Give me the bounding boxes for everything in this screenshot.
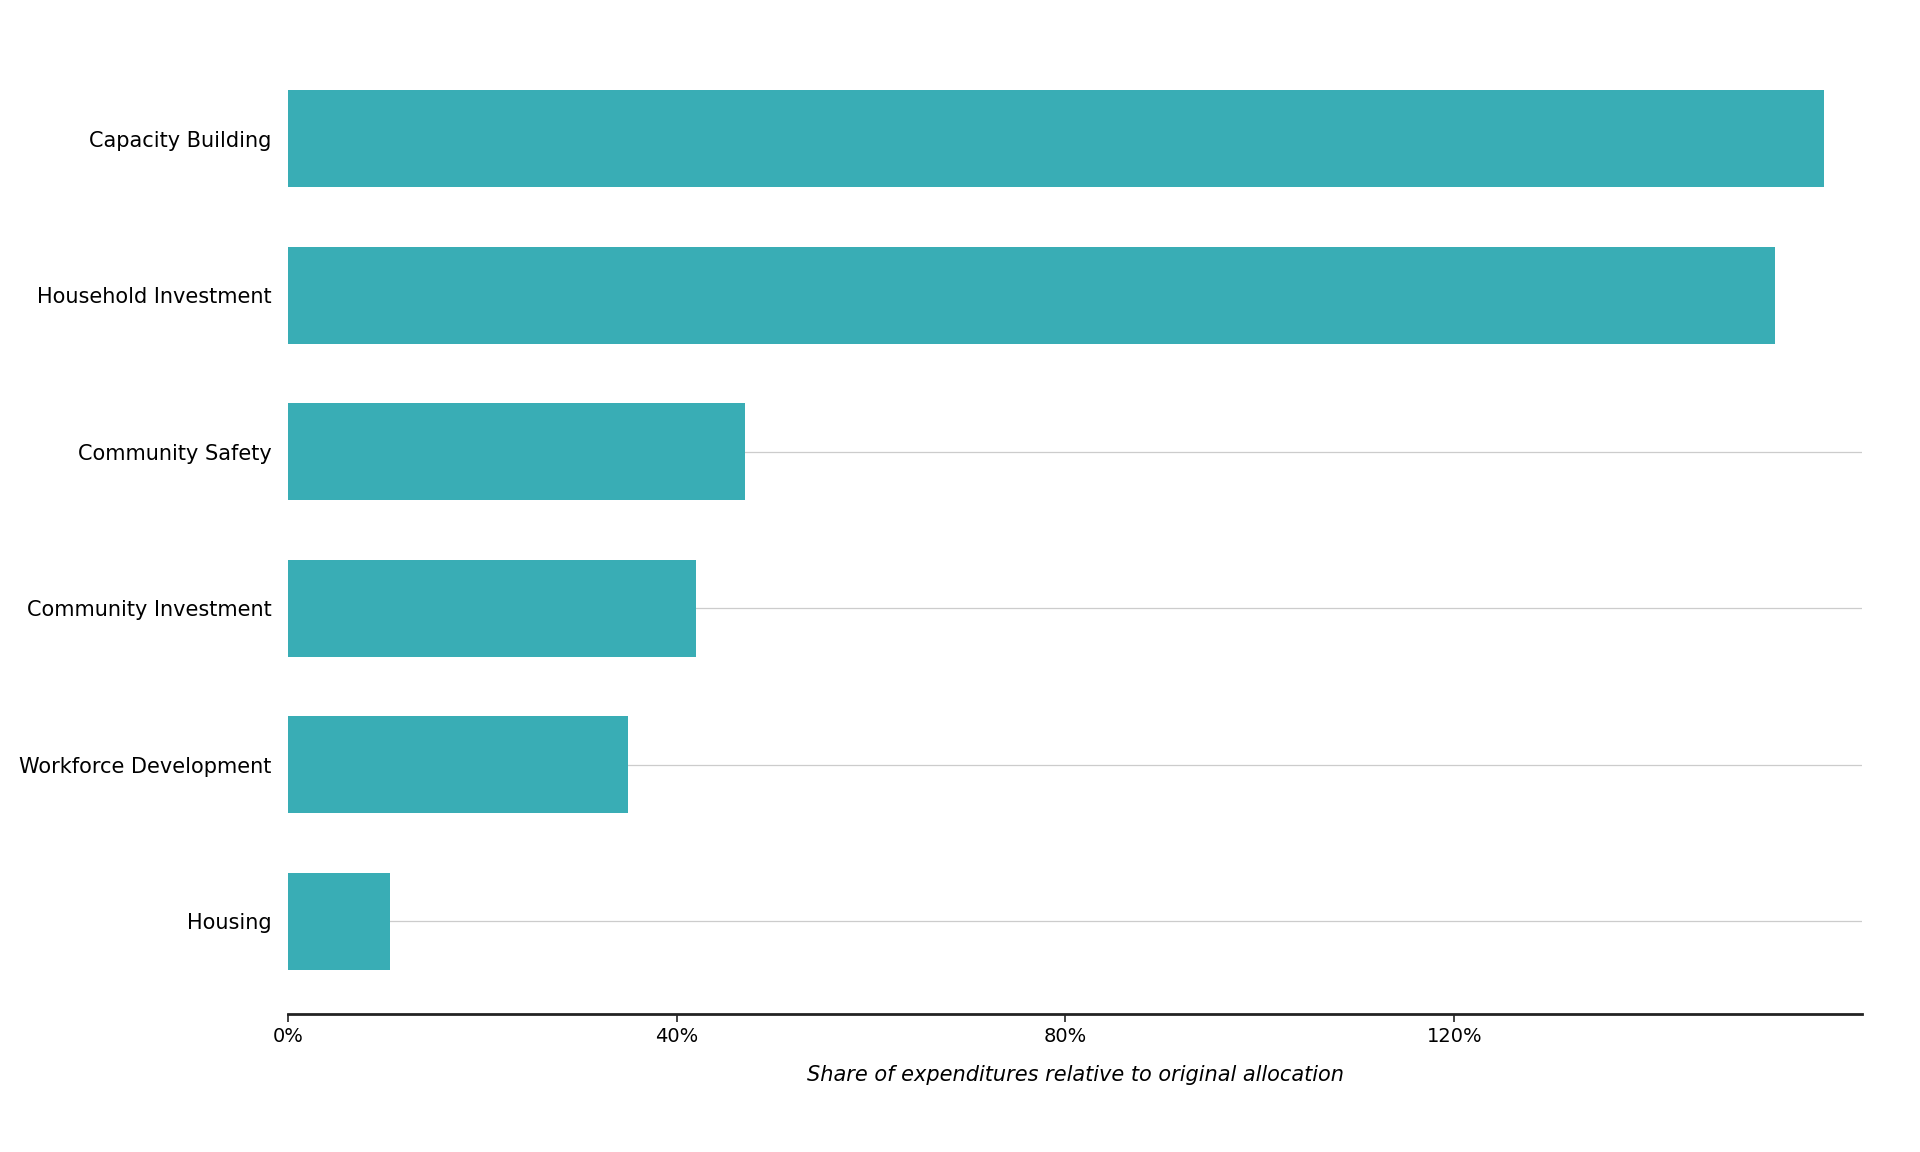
Bar [288,247,1774,343]
Bar [288,560,697,657]
Bar [288,717,628,813]
X-axis label: Share of expenditures relative to original allocation: Share of expenditures relative to origin… [806,1066,1344,1085]
Bar [288,403,745,500]
Bar [288,873,390,970]
Bar [288,90,1824,187]
